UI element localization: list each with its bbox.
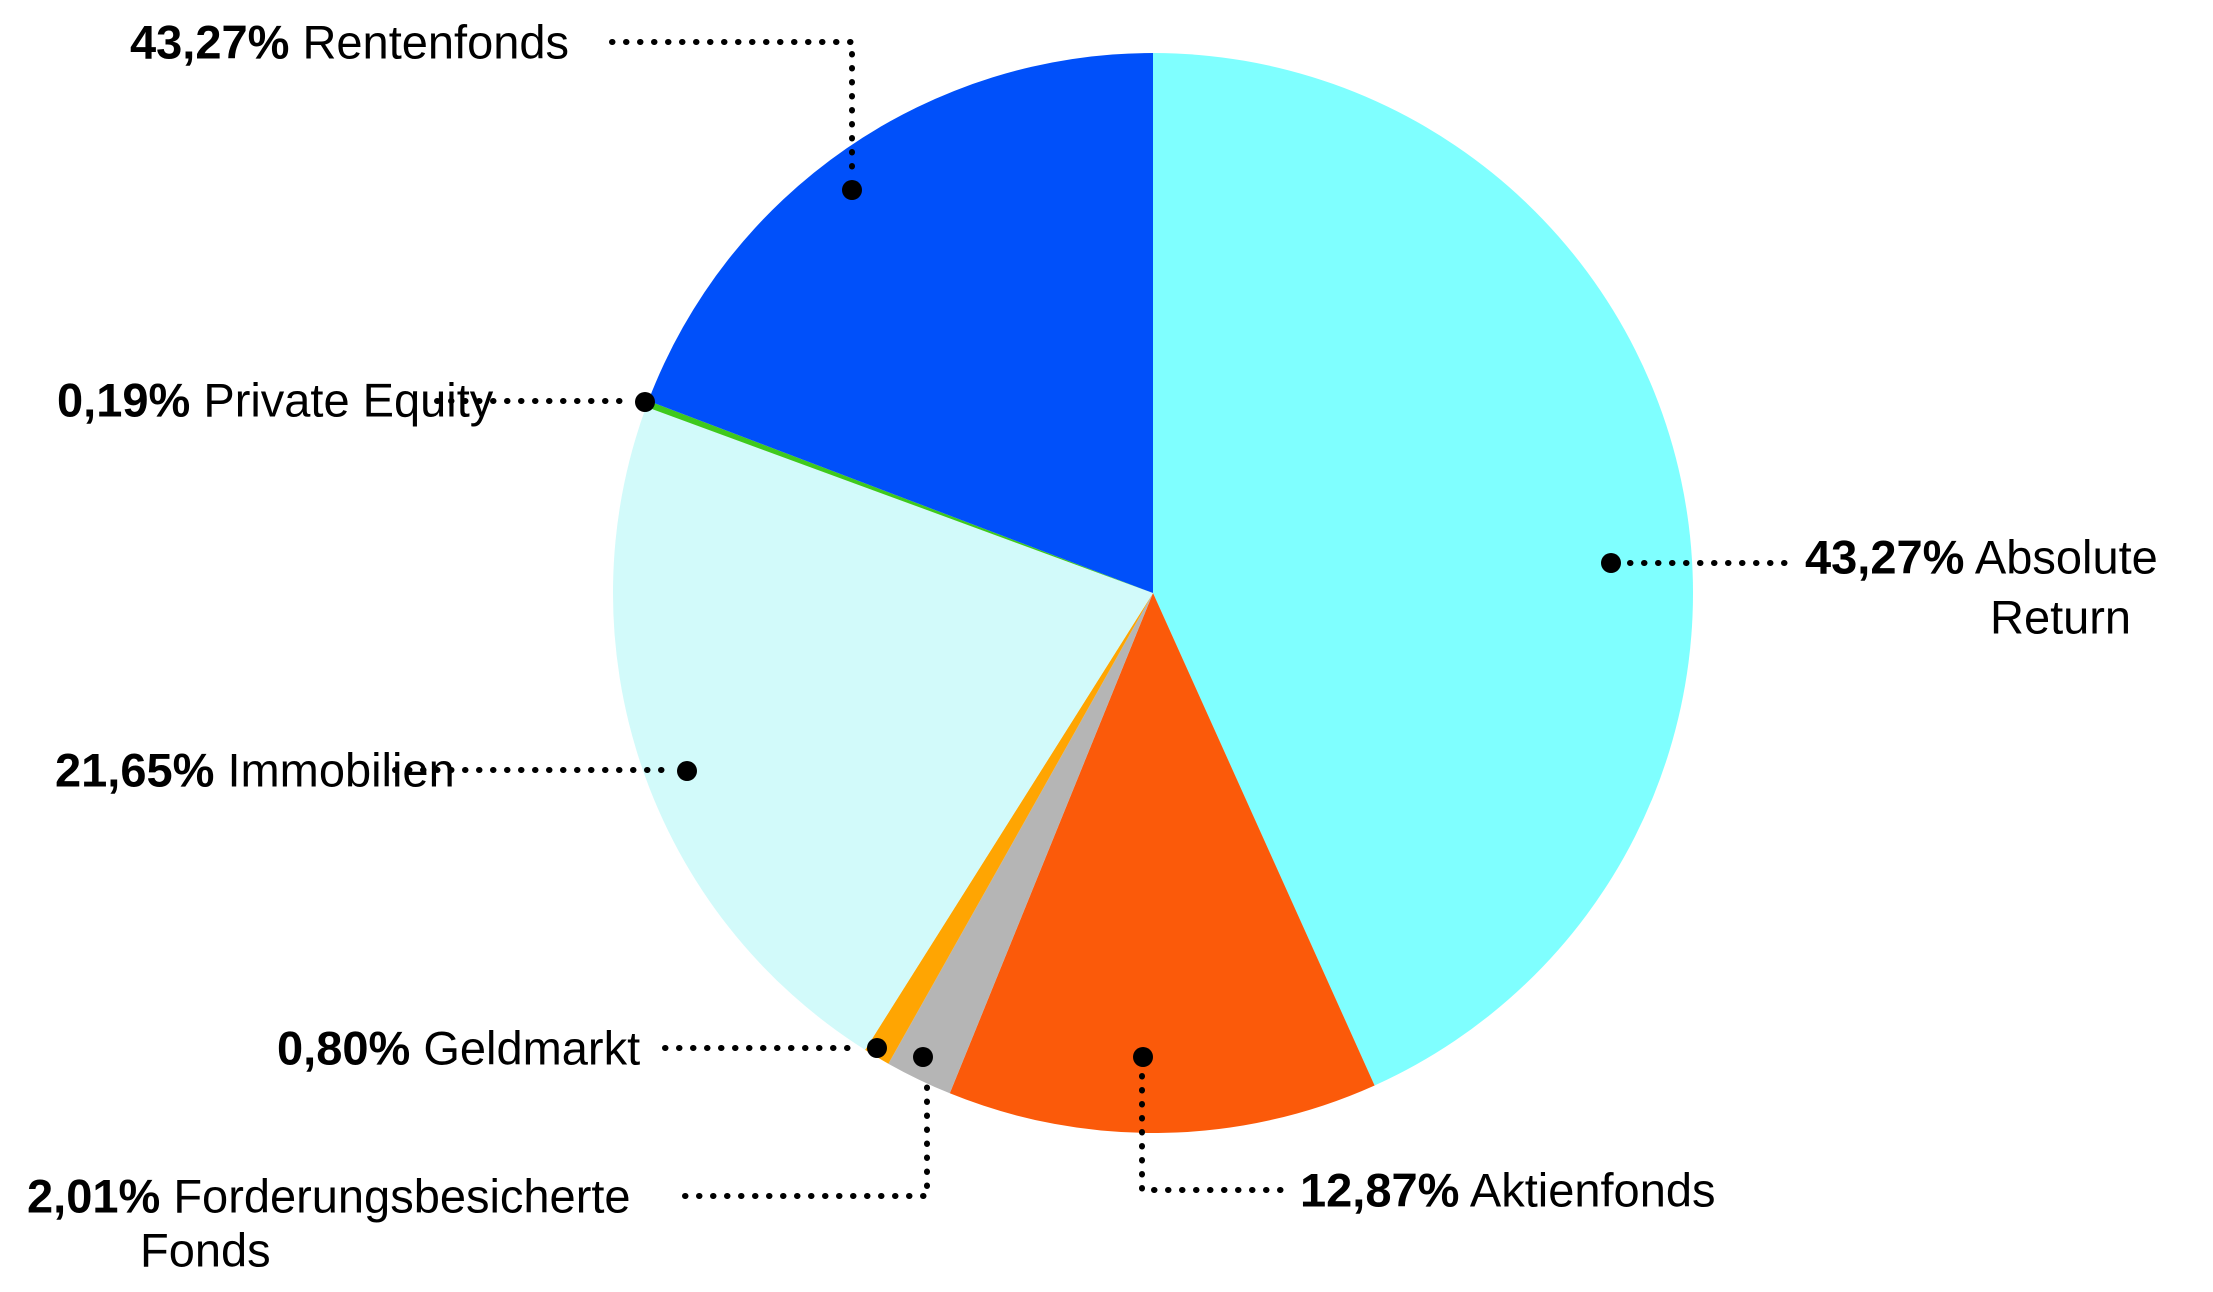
label-forderungsbesicherte-fonds-line1: 2,01% Forderungsbesicherte (27, 1173, 631, 1220)
pie-slice-forderungsbesicherte-fonds (888, 593, 1153, 1094)
pie-slice-private-equity (646, 400, 1153, 593)
label-forderungsbesicherte-fonds-line2: Fonds (140, 1227, 271, 1274)
leader-line-forderungsbesicherte-fonds (682, 1073, 930, 1199)
label-geldmarkt-value: 0,80% (277, 1021, 411, 1075)
label-immobilien-value: 21,65% (55, 743, 215, 797)
label-absolute-return-name2: Return (1990, 590, 2132, 644)
label-absolute-return-value: 43,27% (1805, 530, 1965, 584)
label-immobilien: 21,65% Immobilien (55, 747, 455, 794)
pie-slice-absolute-return (1153, 53, 1694, 1086)
label-rentenfonds-name: Rentenfonds (302, 15, 570, 69)
pie-slice-aktienfonds (949, 593, 1375, 1134)
leader-line-aktienfonds (1139, 1073, 1293, 1193)
label-private-equity-value: 0,19% (57, 373, 191, 427)
label-forderungsbesicherte-fonds-value: 2,01% (27, 1169, 161, 1223)
label-private-equity-name: Private Equity (203, 373, 494, 427)
label-geldmarkt-name: Geldmarkt (423, 1021, 641, 1075)
leader-dot-private-equity (635, 392, 655, 412)
leader-line-rentenfonds (609, 39, 855, 175)
label-forderungsbesicherte-fonds-name2: Fonds (140, 1223, 271, 1277)
pie-slices (612, 53, 1694, 1134)
label-rentenfonds-value: 43,27% (130, 15, 290, 69)
leader-dot-rentenfonds (842, 180, 862, 200)
leader-dot-forderungsbesicherte-fonds (913, 1047, 933, 1067)
label-absolute-return-name: Absolute (1974, 530, 2158, 584)
label-rentenfonds: 43,27% Rentenfonds (130, 19, 569, 66)
label-aktienfonds-value: 12,87% (1300, 1163, 1460, 1217)
label-absolute-return-line1: 43,27% Absolute (1805, 534, 2158, 581)
label-private-equity: 0,19% Private Equity (57, 377, 493, 424)
leader-dot-immobilien (677, 761, 697, 781)
pie-slice-rentenfonds (648, 53, 1153, 593)
label-aktienfonds: 12,87% Aktienfonds (1300, 1167, 1715, 1214)
pie-slice-geldmarkt (865, 593, 1153, 1064)
label-absolute-return-line2: Return (1990, 594, 2131, 641)
label-immobilien-name: Immobilien (227, 743, 455, 797)
pie-slice-immobilien (612, 406, 1153, 1050)
leader-dot-geldmarkt (867, 1038, 887, 1058)
leader-dot-absolute-return (1601, 553, 1621, 573)
label-aktienfonds-name: Aktienfonds (1469, 1163, 1716, 1217)
label-forderungsbesicherte-fonds-name: Forderungsbesicherte (173, 1169, 631, 1223)
label-geldmarkt: 0,80% Geldmarkt (277, 1025, 640, 1072)
leader-dot-aktienfonds (1133, 1047, 1153, 1067)
